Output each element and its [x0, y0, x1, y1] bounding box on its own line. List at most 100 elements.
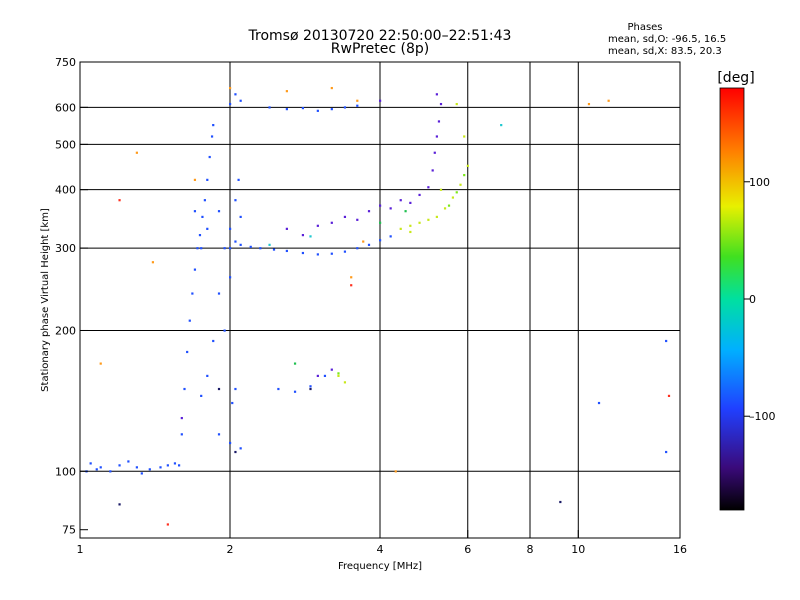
data-point [180, 416, 183, 420]
data-point [206, 227, 209, 230]
data-point [229, 276, 232, 279]
colorbar-tick-label: –100 [749, 410, 776, 423]
data-point [323, 374, 327, 378]
x-tick-layer: 1 2 4 6 8 10 16 [77, 530, 687, 556]
data-point [166, 523, 169, 526]
data-point [309, 385, 312, 388]
data-point [239, 447, 242, 450]
x-tick-label: 8 [527, 543, 534, 556]
data-point [433, 151, 436, 154]
data-point [316, 109, 319, 112]
data-point [210, 135, 214, 138]
data-point [330, 221, 333, 224]
data-point [427, 218, 430, 221]
data-point [356, 218, 359, 221]
data-point [118, 503, 121, 506]
data-point [343, 215, 347, 219]
colorbar-ticks: 100 0 –100 [744, 176, 776, 423]
data-point [404, 210, 407, 213]
data-point [223, 329, 226, 332]
data-point [200, 247, 203, 250]
data-point [309, 235, 312, 238]
data-point [148, 468, 151, 471]
data-point [301, 251, 305, 255]
data-point [379, 99, 382, 102]
data-point [316, 224, 319, 227]
data-point [451, 196, 455, 199]
data-point [409, 230, 412, 234]
data-point [394, 470, 397, 473]
data-point [431, 169, 434, 172]
data-point [285, 108, 288, 111]
data-point [330, 368, 333, 371]
colorbar-label: [deg] [717, 70, 754, 86]
phases-x-stats: mean, sd,X: 83.5, 20.3 [608, 46, 722, 57]
x-tick-label: 6 [464, 543, 471, 556]
data-point [418, 193, 421, 197]
data-point [140, 472, 143, 475]
data-point [337, 372, 340, 375]
data-point [217, 387, 221, 391]
data-point [229, 102, 232, 106]
data-point [665, 339, 668, 343]
data-point [127, 460, 130, 463]
data-point [389, 207, 392, 210]
data-point [201, 215, 204, 219]
data-point [362, 240, 365, 243]
data-point [234, 199, 237, 202]
data-point [198, 234, 202, 237]
data-point [597, 401, 601, 405]
data-point [118, 464, 121, 467]
data-point [455, 102, 458, 106]
phases-header: Phases [627, 22, 662, 33]
data-point [239, 99, 242, 102]
data-point [234, 93, 237, 96]
data-point [500, 123, 503, 127]
data-point [337, 374, 340, 378]
data-point [356, 104, 359, 107]
data-point [237, 178, 240, 181]
data-point [343, 106, 347, 109]
data-point [418, 221, 421, 224]
data-point [379, 204, 382, 207]
colorbar-tick-label: 100 [749, 176, 770, 189]
y-tick-layer: 75 100 200 300 400 500 600 750 [55, 56, 88, 537]
y-axis-label: Stationary phase Virtual Height [km] [40, 208, 51, 392]
phases-o-stats: mean, sd,O: -96.5, 16.5 [608, 34, 726, 45]
data-point [99, 466, 102, 469]
y-tick-label: 500 [55, 138, 76, 151]
data-point [173, 462, 177, 465]
data-point [607, 99, 610, 102]
data-point [367, 210, 371, 213]
data-point [439, 102, 443, 106]
data-point [463, 173, 466, 177]
data-point [186, 350, 189, 354]
data-point [330, 108, 333, 111]
data-point [118, 199, 121, 202]
data-point [188, 319, 191, 322]
x-tick-label: 10 [571, 543, 585, 556]
y-tick-label: 200 [55, 324, 76, 337]
data-point [229, 441, 232, 445]
data-point [249, 245, 252, 248]
data-point [667, 394, 671, 398]
data-point [151, 261, 155, 264]
data-point [277, 387, 280, 391]
data-point [399, 227, 402, 230]
data-point [200, 394, 203, 398]
data-point [95, 468, 98, 471]
data-point [135, 151, 138, 154]
data-point [389, 235, 392, 238]
data-point [285, 227, 288, 230]
data-point [166, 464, 169, 467]
data-point [99, 362, 102, 365]
data-point [367, 243, 371, 246]
data-point [309, 387, 312, 391]
data-point [399, 199, 402, 202]
data-point [217, 433, 221, 436]
data-point [301, 234, 305, 237]
y-tick-label: 750 [55, 56, 76, 69]
data-point [356, 247, 359, 250]
data-point [463, 135, 466, 138]
x-tick-label: 16 [673, 543, 687, 556]
